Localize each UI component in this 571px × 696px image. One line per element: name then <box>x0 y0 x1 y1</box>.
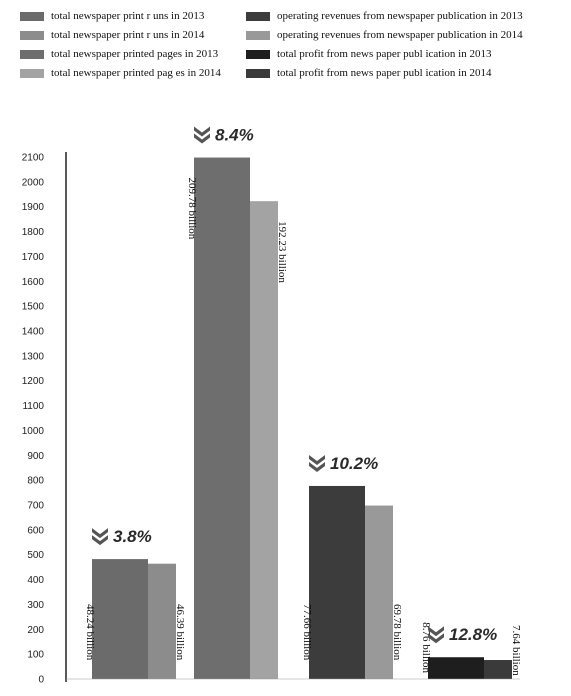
y-tick-label: 300 <box>27 600 44 611</box>
y-tick-label: 1200 <box>22 376 45 387</box>
y-tick-label: 900 <box>27 451 44 462</box>
y-tick-label: 1300 <box>22 351 45 362</box>
y-tick-label: 600 <box>27 525 44 536</box>
bar <box>428 657 484 679</box>
change-percent-label: 3.8% <box>113 527 152 546</box>
legend-entry: total newspaper print r uns in 2014 <box>20 29 204 41</box>
y-tick-label: 0 <box>38 675 44 686</box>
y-tick-label: 1100 <box>22 401 44 412</box>
legend-label: total newspaper printed pages in 2013 <box>51 48 219 60</box>
bar-value-label: 48.24 billion <box>84 604 96 661</box>
bar-groups: 48.24 billion 46.39 billion 3.8% 209.78 bil… <box>66 126 522 680</box>
legend-label: operating revenues from newspaper public… <box>277 29 523 41</box>
change-percent-label: 8.4% <box>215 126 254 145</box>
bar-value-label: 69.78 billion <box>391 604 403 661</box>
legend-label: operating revenues from newspaper public… <box>277 10 523 22</box>
legend-swatch <box>20 49 44 59</box>
change-percent-label: 10.2% <box>330 454 378 473</box>
y-tick-label: 1500 <box>22 302 45 313</box>
y-tick-label: 800 <box>27 476 44 487</box>
legend-entry: operating revenues from newspaper public… <box>246 29 523 41</box>
y-tick-label: 500 <box>27 550 44 561</box>
y-tick-label: 100 <box>27 650 44 661</box>
legend-label: total newspaper print r uns in 2014 <box>51 29 205 41</box>
legend-swatch <box>246 68 270 78</box>
y-tick-label: 1600 <box>22 277 45 288</box>
legend-swatch <box>20 68 44 78</box>
y-axis: 0 100 200 300 400 500 600 700 800 900 1000 1100 1200… <box>22 152 67 686</box>
legend-entry: total newspaper print r uns in 2013 <box>20 10 204 22</box>
bar-value-label: 77.66 billion <box>301 604 313 661</box>
legend-entry: total newspaper printed pag es in 2014 <box>20 67 221 79</box>
y-tick-label: 2000 <box>22 177 45 188</box>
bar <box>250 201 278 679</box>
bar-value-label: 46.39 billion <box>174 604 186 661</box>
double-chevron-down-icon <box>92 528 108 546</box>
bar-value-label: 209.78 billion <box>186 178 198 240</box>
bar-value-label: 7.64 billion <box>510 625 522 676</box>
y-tick-label: 400 <box>27 575 44 586</box>
bar <box>194 157 250 679</box>
change-percent-label: 12.8% <box>449 625 497 644</box>
legend-entry: total profit from news paper publ icatio… <box>246 48 491 60</box>
y-tick-label: 700 <box>27 501 44 512</box>
legend-swatch <box>246 30 270 40</box>
double-chevron-down-icon <box>194 126 210 144</box>
bar <box>484 660 512 679</box>
legend-entry: total newspaper printed pages in 2013 <box>20 48 218 60</box>
bar <box>309 485 365 679</box>
legend-entry: total profit from news paper publ icatio… <box>246 67 491 79</box>
y-tick-label: 2100 <box>22 153 45 164</box>
legend-label: total profit from news paper publ icatio… <box>277 48 492 60</box>
legend-entry: operating revenues from newspaper public… <box>246 10 523 22</box>
legend-swatch <box>20 30 44 40</box>
legend-label: total newspaper printed pag es in 2014 <box>51 67 221 79</box>
bar <box>365 505 393 679</box>
legend-swatch <box>20 11 44 21</box>
bar-value-label: 192.23 billion <box>276 221 288 283</box>
bar <box>148 563 176 679</box>
double-chevron-down-icon <box>309 454 325 472</box>
y-tick-label: 1400 <box>22 327 45 338</box>
y-tick-label: 1700 <box>22 252 45 263</box>
legend-label: total newspaper print r uns in 2013 <box>51 10 205 22</box>
y-tick-label: 1800 <box>22 227 45 238</box>
y-tick-label: 1000 <box>22 426 45 437</box>
y-tick-label: 200 <box>27 625 44 636</box>
legend-swatch <box>246 49 270 59</box>
double-chevron-down-icon <box>428 626 444 644</box>
legend-swatch <box>246 11 270 21</box>
y-tick-label: 1900 <box>22 202 45 213</box>
bar <box>92 559 148 679</box>
legend-label: total profit from news paper publ icatio… <box>277 67 492 79</box>
